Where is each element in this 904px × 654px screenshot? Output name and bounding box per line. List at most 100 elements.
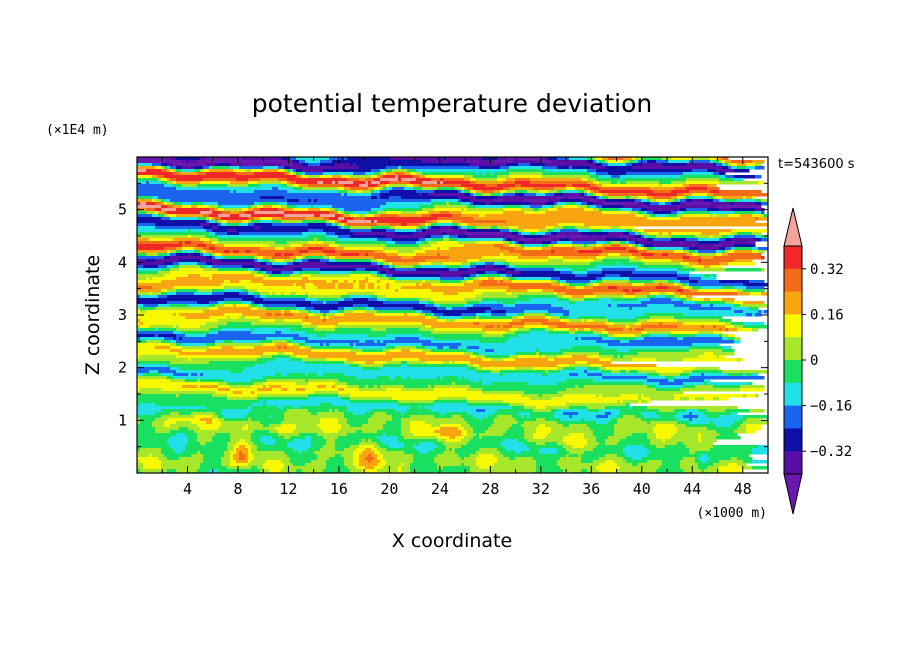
field-cell (620, 244, 630, 248)
field-cell (137, 259, 147, 263)
field-cell (302, 469, 324, 473)
field-cell (512, 406, 525, 410)
field-cell (752, 373, 759, 377)
field-cell (719, 181, 759, 185)
field-cell (431, 199, 459, 203)
field-cell (461, 208, 465, 212)
field-cell (392, 274, 441, 278)
field-cell (263, 277, 303, 281)
field-cell (335, 223, 339, 227)
field-cell (575, 274, 588, 278)
field-cell (602, 346, 690, 350)
field-cell (641, 325, 678, 329)
field-cell (413, 265, 423, 269)
field-cell (509, 172, 543, 176)
field-cell (587, 271, 603, 275)
field-cell (251, 439, 261, 443)
field-cell (542, 157, 549, 161)
field-cell (554, 292, 558, 296)
field-cell (242, 370, 477, 374)
field-cell (317, 385, 327, 389)
field-cell (713, 199, 720, 203)
field-cell (701, 259, 735, 263)
field-cell (200, 223, 210, 227)
field-cell (470, 361, 576, 365)
field-cell (623, 415, 636, 419)
field-cell (599, 355, 615, 359)
field-cell (155, 166, 162, 170)
field-cell (137, 232, 210, 236)
field-cell (596, 193, 603, 197)
field-cell (377, 442, 384, 446)
field-cell (173, 184, 183, 188)
field-cell (209, 331, 219, 335)
field-cell (401, 286, 510, 290)
field-cell (443, 451, 456, 455)
field-cell (266, 337, 294, 341)
field-cell (467, 403, 510, 407)
field-cell (263, 259, 270, 263)
field-cell (344, 448, 357, 452)
field-cell (344, 460, 354, 464)
field-cell (638, 229, 645, 233)
field-cell (761, 238, 768, 242)
field-cell (575, 187, 585, 191)
field-cell (323, 319, 327, 323)
field-cell (653, 247, 684, 251)
field-cell (458, 454, 471, 458)
field-cell (263, 274, 270, 278)
y-tick-label: 3 (118, 306, 127, 324)
field-cell (395, 346, 417, 350)
field-cell (137, 409, 162, 413)
field-cell (371, 295, 378, 299)
field-cell (689, 247, 699, 251)
field-cell (152, 454, 165, 458)
field-cell (197, 205, 210, 209)
colorbar-tick-label: 0.16 (810, 307, 844, 323)
field-cell (272, 262, 288, 266)
field-cell (572, 445, 585, 449)
field-cell (599, 298, 612, 302)
field-cell (713, 352, 735, 356)
field-cell (269, 415, 273, 419)
field-cell (290, 256, 297, 260)
field-cell (203, 457, 222, 461)
field-cell (380, 205, 420, 209)
field-cell (317, 334, 327, 338)
field-cell (713, 397, 720, 401)
field-cell (608, 331, 642, 335)
field-cell (650, 334, 669, 338)
field-cell (734, 430, 747, 434)
field-cell (182, 385, 198, 389)
field-cell (506, 448, 531, 452)
field-cell (581, 319, 585, 323)
field-cell (308, 229, 324, 233)
field-cell (251, 271, 258, 275)
field-cell (383, 424, 402, 428)
field-cell (254, 295, 261, 299)
field-cell (344, 298, 354, 302)
field-cell (749, 409, 765, 413)
field-cell (557, 292, 567, 296)
field-cell (740, 214, 753, 218)
field-cell (176, 157, 201, 161)
field-cell (326, 235, 339, 239)
field-cell (593, 460, 606, 464)
field-cell (290, 274, 303, 278)
field-cell (305, 160, 321, 164)
field-cell (386, 169, 393, 173)
field-cell (323, 469, 351, 473)
field-cell (281, 310, 285, 314)
field-cell (401, 421, 411, 425)
field-cell (293, 262, 300, 266)
field-cell (380, 172, 384, 176)
field-cell (242, 208, 249, 212)
field-cell (752, 313, 756, 317)
field-cell (566, 235, 570, 239)
field-cell (293, 337, 309, 341)
field-cell (557, 364, 570, 368)
field-cell (467, 301, 480, 305)
field-cell (221, 346, 234, 350)
field-cell (500, 247, 516, 251)
field-cell (602, 205, 624, 209)
